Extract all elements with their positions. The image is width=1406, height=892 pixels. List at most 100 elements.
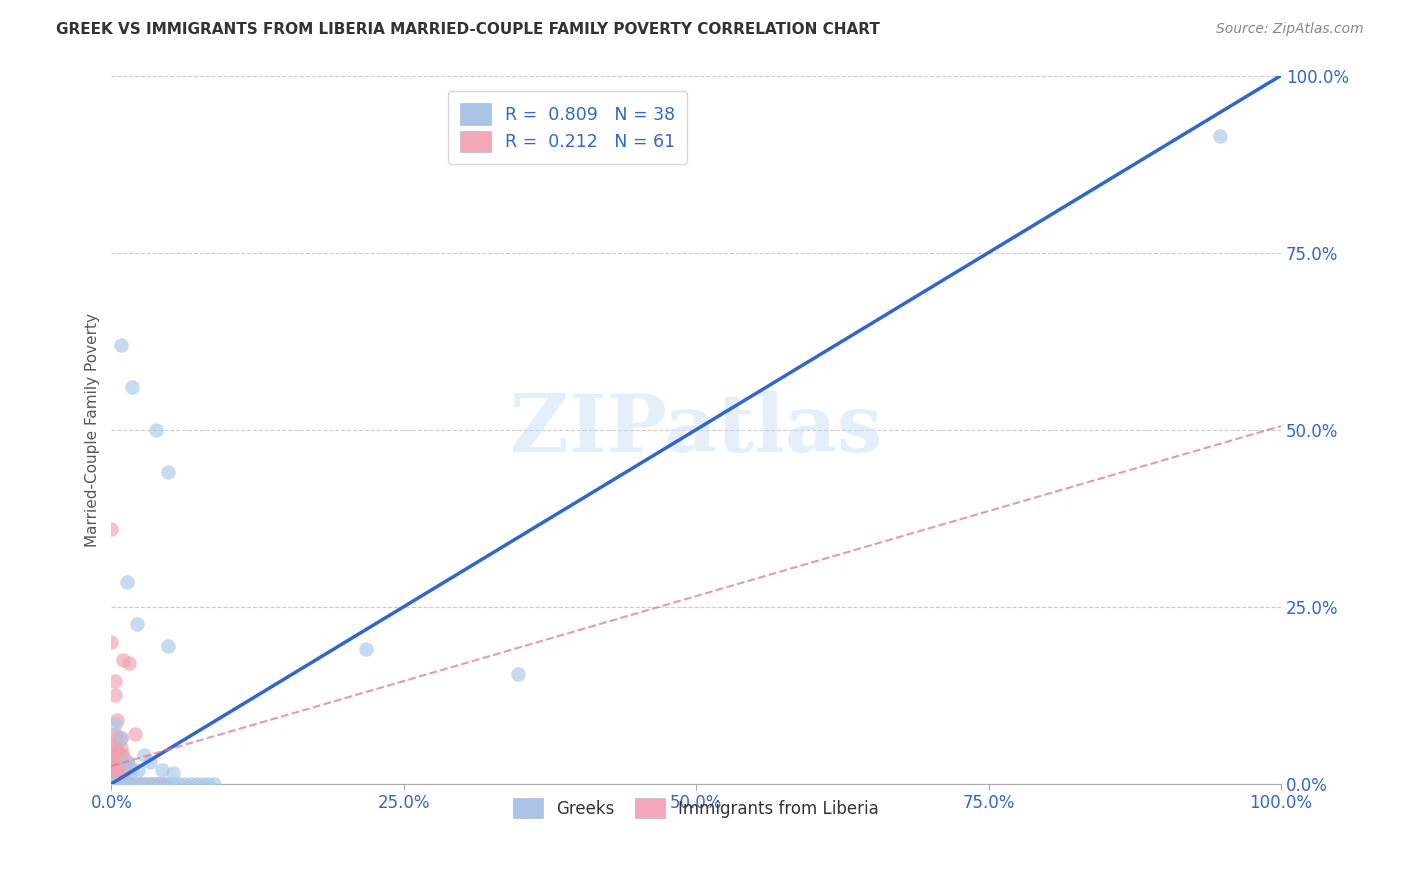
- Point: [110, 763, 132, 777]
- Y-axis label: Married-Couple Family Poverty: Married-Couple Family Poverty: [86, 312, 100, 547]
- Point: [105, 766, 128, 780]
- Point: [134, 777, 156, 791]
- Point: [112, 759, 135, 773]
- Point: [180, 777, 202, 791]
- Point: [127, 617, 149, 632]
- Point: [105, 713, 128, 727]
- Point: [112, 770, 135, 784]
- Point: [508, 667, 530, 681]
- Point: [197, 777, 219, 791]
- Point: [153, 777, 176, 791]
- Point: [100, 522, 122, 536]
- Point: [121, 763, 143, 777]
- Point: [104, 727, 127, 741]
- Point: [104, 716, 127, 731]
- Point: [202, 777, 225, 791]
- Point: [112, 763, 135, 777]
- Point: [118, 759, 141, 773]
- Point: [110, 777, 132, 791]
- Point: [1209, 128, 1232, 143]
- Point: [104, 763, 127, 777]
- Point: [129, 777, 152, 791]
- Point: [104, 674, 127, 689]
- Point: [110, 337, 132, 351]
- Point: [150, 763, 173, 777]
- Point: [191, 777, 214, 791]
- Point: [121, 380, 143, 394]
- Point: [110, 731, 132, 745]
- Point: [104, 770, 127, 784]
- Point: [110, 731, 132, 745]
- Text: Source: ZipAtlas.com: Source: ZipAtlas.com: [1216, 22, 1364, 37]
- Point: [186, 777, 208, 791]
- Point: [150, 777, 173, 791]
- Point: [110, 748, 132, 763]
- Point: [124, 727, 146, 741]
- Point: [127, 777, 149, 791]
- Point: [105, 770, 128, 784]
- Point: [139, 756, 162, 770]
- Point: [121, 777, 143, 791]
- Point: [110, 777, 132, 791]
- Point: [115, 756, 138, 770]
- Point: [156, 465, 179, 479]
- Point: [115, 777, 138, 791]
- Point: [174, 777, 197, 791]
- Text: GREEK VS IMMIGRANTS FROM LIBERIA MARRIED-COUPLE FAMILY POVERTY CORRELATION CHART: GREEK VS IMMIGRANTS FROM LIBERIA MARRIED…: [56, 22, 880, 37]
- Point: [112, 777, 135, 791]
- Text: ZIPatlas: ZIPatlas: [510, 391, 883, 468]
- Point: [156, 777, 179, 791]
- Point: [112, 756, 135, 770]
- Point: [118, 657, 141, 671]
- Point: [134, 777, 156, 791]
- Point: [124, 777, 146, 791]
- Point: [100, 777, 122, 791]
- Point: [105, 756, 128, 770]
- Point: [121, 777, 143, 791]
- Point: [135, 777, 157, 791]
- Point: [127, 777, 149, 791]
- Point: [104, 759, 127, 773]
- Point: [141, 777, 163, 791]
- Point: [105, 759, 128, 773]
- Point: [110, 756, 132, 770]
- Point: [150, 777, 173, 791]
- Point: [112, 748, 135, 763]
- Point: [105, 763, 128, 777]
- Point: [145, 777, 167, 791]
- Point: [127, 763, 149, 777]
- Point: [356, 642, 378, 657]
- Point: [104, 752, 127, 766]
- Point: [115, 756, 138, 770]
- Point: [139, 777, 162, 791]
- Point: [115, 574, 138, 589]
- Point: [100, 635, 122, 649]
- Legend: Greeks, Immigrants from Liberia: Greeks, Immigrants from Liberia: [506, 791, 886, 825]
- Point: [110, 741, 132, 756]
- Point: [156, 639, 179, 653]
- Point: [104, 777, 127, 791]
- Point: [105, 748, 128, 763]
- Point: [167, 777, 190, 791]
- Point: [105, 777, 128, 791]
- Point: [115, 777, 138, 791]
- Point: [110, 766, 132, 780]
- Point: [104, 745, 127, 759]
- Point: [104, 738, 127, 752]
- Point: [112, 653, 135, 667]
- Point: [110, 759, 132, 773]
- Point: [134, 748, 156, 763]
- Point: [148, 777, 170, 791]
- Point: [145, 777, 167, 791]
- Point: [162, 777, 184, 791]
- Point: [115, 763, 138, 777]
- Point: [105, 731, 128, 745]
- Point: [105, 741, 128, 756]
- Point: [162, 766, 184, 780]
- Point: [118, 777, 141, 791]
- Point: [100, 777, 122, 791]
- Point: [145, 423, 167, 437]
- Point: [104, 688, 127, 702]
- Point: [104, 766, 127, 780]
- Point: [115, 759, 138, 773]
